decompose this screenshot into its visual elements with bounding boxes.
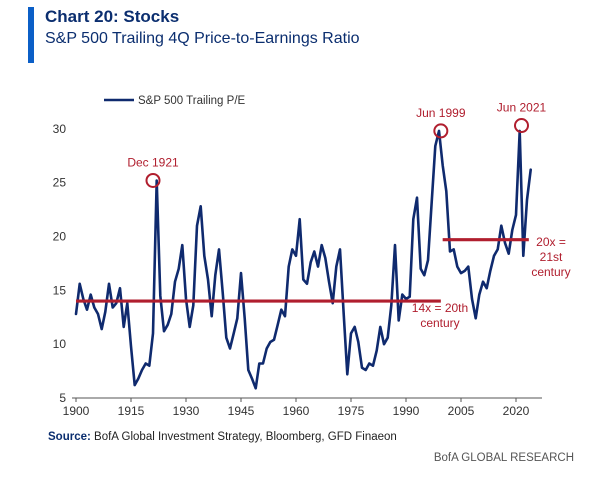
x-tick-label: 1930 [173, 404, 200, 418]
y-tick-label: 15 [53, 283, 67, 297]
research-credit: BofA GLOBAL RESEARCH [433, 452, 574, 464]
peak-marker-circle-3 [514, 118, 529, 134]
x-tick-label: 2005 [448, 404, 475, 418]
source-label: Source: [48, 431, 91, 443]
title-accent-bar [28, 7, 34, 63]
y-tick-label: 10 [53, 337, 67, 351]
x-tick-label: 1975 [338, 404, 365, 418]
legend-entry-label: S&P 500 Trailing P/E [138, 95, 246, 107]
y-tick-label: 20 [53, 229, 67, 243]
reference-label-21st-line2: 21st [540, 250, 563, 264]
chart-title: Chart 20: Stocks [45, 7, 180, 26]
peak-marker-circle-1 [145, 172, 161, 188]
reference-label-21st-line1: 20x = [536, 235, 566, 249]
y-tick-label: 30 [53, 122, 67, 136]
series-line-sp500-pe [74, 129, 532, 390]
source-note: Source: BofA Global Investment Strategy,… [48, 431, 397, 443]
x-tick-label: 1960 [283, 404, 310, 418]
x-tick-label: 2020 [503, 404, 530, 418]
peak-annotation-label: Jun 2021 [497, 101, 547, 115]
x-tick-label: 1990 [393, 404, 420, 418]
y-tick-label: 25 [53, 176, 67, 190]
x-tick-label: 1945 [228, 404, 255, 418]
peak-annotation-label: Jun 1999 [416, 106, 466, 120]
x-tick-label: 1915 [118, 404, 145, 418]
peak-annotation-label: Dec 1921 [127, 155, 179, 169]
source-text: BofA Global Investment Strategy, Bloombe… [94, 431, 397, 443]
reference-label-21st-line3: century [531, 265, 570, 279]
peak-marker-circle-2 [433, 123, 449, 139]
reference-label-20th-line1: 14x = 20th [412, 301, 468, 315]
y-tick-label: 5 [59, 391, 66, 405]
chart-subtitle: S&P 500 Trailing 4Q Price-to-Earnings Ra… [45, 30, 360, 47]
reference-label-20th-line2: century [420, 316, 459, 330]
x-tick-label: 1900 [63, 404, 90, 418]
